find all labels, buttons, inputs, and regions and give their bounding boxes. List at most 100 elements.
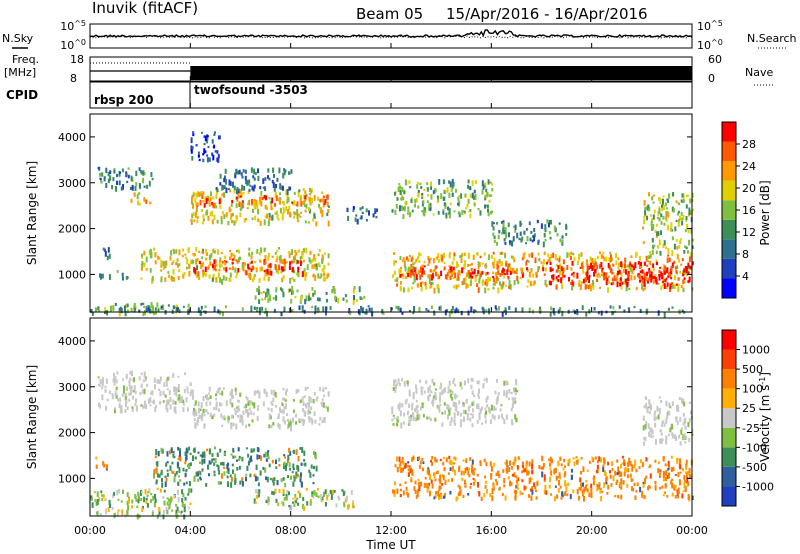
vel-cell: [590, 483, 593, 489]
colorbar-tick-label: -500: [742, 461, 767, 474]
power-cell: [432, 269, 435, 274]
vel-cell: [511, 402, 514, 409]
vel-cell: [590, 492, 593, 499]
power-cell: [552, 252, 555, 258]
vel-cell: [426, 416, 429, 420]
power-cell: [661, 280, 664, 283]
vel-cell: [469, 417, 472, 422]
vel-cell: [227, 418, 230, 424]
power-cell: [124, 310, 127, 317]
vel-cell: [153, 399, 156, 405]
vel-cell: [225, 400, 228, 407]
vel-cell: [600, 457, 603, 463]
vel-cell: [264, 451, 267, 458]
vel-cell: [151, 511, 154, 516]
power-cell: [260, 196, 263, 201]
power-cell: [682, 199, 685, 203]
power-cell: [264, 204, 267, 210]
power-cell: [256, 288, 259, 292]
power-cell: [648, 192, 650, 197]
power-cell: [346, 207, 349, 213]
vel-cell: [670, 480, 673, 485]
vel-cell: [681, 493, 684, 499]
power-cell: [417, 189, 420, 193]
power-cell: [448, 311, 451, 317]
vel-cell: [239, 414, 242, 421]
power-cell: [265, 270, 268, 277]
power-cell: [138, 183, 141, 189]
power-cell: [229, 181, 232, 186]
vel-cell: [143, 403, 146, 409]
vel-cell: [525, 464, 528, 470]
power-cell: [138, 202, 141, 206]
colorbar-swatch: [722, 219, 736, 240]
vel-cell: [245, 473, 248, 476]
vel-cell: [658, 396, 661, 399]
power-cell: [685, 268, 688, 274]
vel-cell: [103, 463, 106, 468]
vel-cell: [596, 483, 599, 487]
vel-cell: [159, 376, 162, 382]
vel-cell: [219, 402, 221, 407]
vel-cell: [152, 400, 154, 404]
vel-cell: [235, 423, 238, 430]
vel-cell: [648, 399, 651, 405]
vel-cell: [563, 473, 566, 478]
power-cell: [281, 288, 284, 292]
power-cell: [288, 307, 291, 313]
power-cell: [654, 274, 657, 277]
vel-cell: [503, 390, 506, 396]
power-cell: [264, 259, 267, 264]
vel-cell: [682, 490, 685, 493]
power-cell: [198, 158, 201, 162]
vel-cell: [175, 393, 178, 397]
power-cell: [240, 192, 243, 198]
power-cell: [242, 262, 245, 265]
vel-cell: [658, 407, 661, 412]
power-cell: [304, 195, 307, 201]
vel-cell: [315, 465, 318, 472]
power-cell: [394, 209, 397, 215]
power-cell: [639, 308, 642, 313]
power-cell: [234, 267, 237, 273]
power-cell: [251, 251, 254, 255]
power-cell: [325, 292, 328, 295]
vel-cell: [189, 382, 192, 386]
vel-cell: [287, 454, 290, 461]
power-cell: [394, 279, 397, 282]
power-cell: [231, 219, 234, 224]
vel-cell: [654, 422, 657, 428]
vel-cell: [401, 378, 403, 382]
vel-cell: [561, 491, 564, 497]
power-cell: [308, 196, 311, 203]
vel-cell: [222, 387, 225, 390]
vel-cell: [434, 391, 437, 397]
power-cell: [149, 201, 152, 205]
vel-cell: [685, 465, 688, 470]
vel-cell: [127, 504, 130, 511]
power-cell: [489, 277, 492, 281]
vel-cell: [282, 488, 285, 494]
power-cell: [517, 280, 520, 285]
power-cell: [678, 218, 681, 223]
vel-cell: [282, 416, 285, 422]
power-cell: [262, 291, 265, 294]
vel-cell: [318, 423, 321, 426]
power-cell: [548, 280, 551, 285]
vel-cell: [186, 407, 189, 412]
power-cell: [572, 252, 575, 256]
vel-cell: [528, 494, 530, 498]
power-cell: [485, 188, 488, 193]
vel-cell: [668, 472, 670, 479]
power-cell: [296, 201, 299, 207]
power-cell: [221, 260, 224, 264]
vel-cell: [274, 404, 277, 408]
power-cell: [520, 267, 523, 271]
power-cell: [487, 179, 490, 185]
colorbar-tick-label: 16: [742, 204, 756, 217]
power-cell: [261, 196, 264, 201]
power-cell: [420, 286, 423, 292]
vel-cell: [506, 381, 509, 385]
power-cell: [596, 264, 599, 270]
vel-cell: [203, 424, 206, 429]
